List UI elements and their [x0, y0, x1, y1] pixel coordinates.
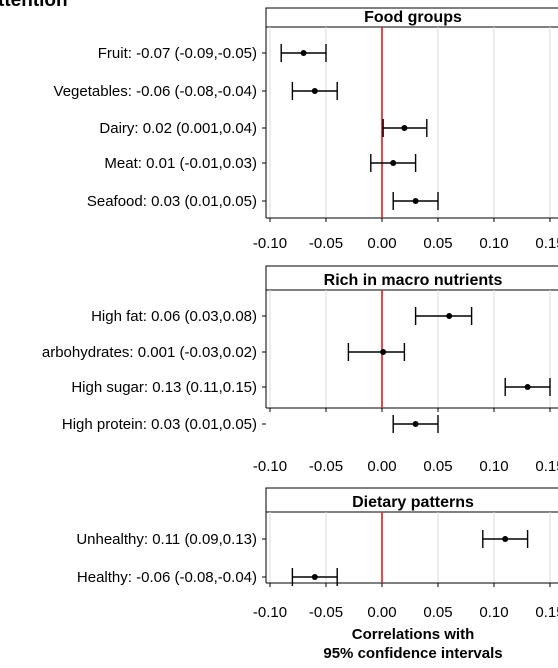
x-tick-label: 0.00: [367, 604, 396, 621]
x-tick-label: 0.15: [535, 458, 558, 475]
x-tick-label: -0.05: [309, 604, 343, 621]
x-tick-label: 0.00: [367, 458, 396, 475]
panel-title: Rich in macro nutrients: [324, 272, 503, 289]
estimate-point: [524, 384, 531, 390]
x-tick-label: 0.15: [535, 235, 558, 252]
estimate-point: [380, 349, 387, 355]
row-label: High fat: 0.06 (0.03,0.08): [91, 308, 257, 325]
row-label: Unhealthy: 0.11 (0.09,0.13): [76, 531, 257, 548]
x-tick-label: -0.05: [309, 458, 343, 475]
x-tick-label: 0.00: [367, 235, 396, 252]
row-label: High sugar: 0.13 (0.11,0.15): [71, 379, 257, 396]
forest-plot-panels: Food groups -0.10 -0.05 0.00 0.05 0.10 0.15 Fru…: [42, 7, 558, 621]
panel-title: Dietary patterns: [352, 494, 474, 511]
x-tick-label: 0.10: [479, 604, 508, 621]
row-label: arbohydrates: 0.001 (-0.03,0.02): [42, 344, 257, 361]
row-label: High protein: 0.03 (0.01,0.05): [62, 416, 257, 433]
estimate-point: [401, 125, 408, 131]
row-label: Vegetables: -0.06 (-0.08,-0.04): [54, 83, 257, 100]
figure-title-fragment: ttention: [0, 0, 68, 11]
estimate-point: [412, 198, 419, 204]
panel-title: Food groups: [364, 9, 462, 26]
panel-dietary-patterns: Dietary patterns -0.10 -0.05 0.00 0.05 0.10 0.…: [76, 487, 558, 621]
row-label: Fruit: -0.07 (-0.09,-0.05): [98, 45, 257, 62]
estimate-point: [311, 574, 318, 580]
estimate-point: [502, 536, 509, 542]
panel-header: [265, 265, 558, 291]
row-label: Meat: 0.01 (-0.01,0.03): [104, 155, 257, 172]
panel-header: [265, 487, 558, 513]
estimate-point: [311, 88, 318, 94]
x-axis-label-line2: 95% confidence intervals: [323, 645, 502, 662]
x-tick-label: 0.05: [423, 604, 452, 621]
estimate-point: [412, 421, 419, 427]
x-tick-label: 0.10: [479, 235, 508, 252]
panel-rich-in-macro-nutrients: Rich in macro nutrients -0.10 -0.05 0.00 0.0…: [42, 265, 558, 475]
estimate-point: [300, 50, 307, 56]
x-tick-label: 0.05: [423, 235, 452, 252]
row-label: Seafood: 0.03 (0.01,0.05): [87, 193, 257, 210]
x-axis-label-line1: Correlations with: [352, 626, 475, 643]
x-tick-label: -0.10: [253, 235, 287, 252]
estimate-point: [390, 160, 397, 166]
x-tick-label: -0.10: [253, 458, 287, 475]
x-tick-label: -0.10: [253, 604, 287, 621]
x-tick-label: -0.05: [309, 235, 343, 252]
x-tick-label: 0.10: [479, 458, 508, 475]
estimate-point: [446, 313, 453, 319]
row-label: Healthy: -0.06 (-0.08,-0.04): [77, 569, 257, 586]
row-label: Dairy: 0.02 (0.001,0.04): [99, 120, 257, 137]
panel-header: [265, 7, 558, 28]
x-tick-label: 0.15: [535, 604, 558, 621]
panel-food-groups: Food groups -0.10 -0.05 0.00 0.05 0.10 0.15 Fru…: [54, 7, 558, 252]
x-tick-label: 0.05: [423, 458, 452, 475]
